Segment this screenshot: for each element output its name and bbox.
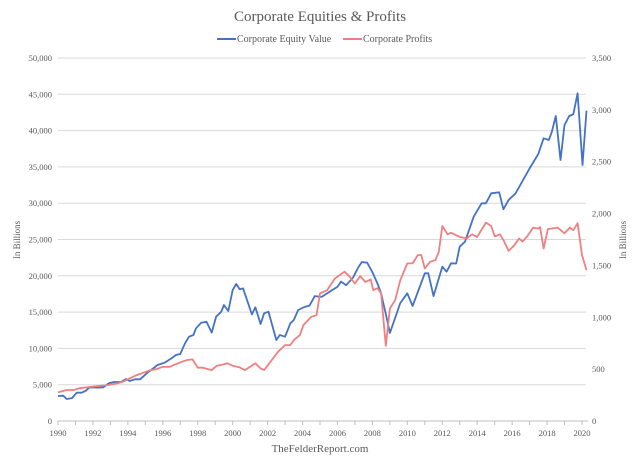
left-tick-label: 15,000: [29, 307, 52, 317]
x-tick-label: 1996: [154, 428, 171, 438]
right-tick-label: 0: [592, 416, 596, 426]
equity-value-line: [57, 92, 588, 400]
left-tick-label: 50,000: [29, 53, 52, 63]
right-tick-label: 3,500: [592, 53, 611, 63]
x-tick-label: 2014: [469, 428, 487, 438]
legend: Corporate Equity Value Corporate Profits: [217, 34, 432, 45]
left-axis-ticks: 0 5,000 10,000 15,000 20,000 25,000 30,000 35,0…: [29, 53, 52, 426]
right-tick-label: 3,000: [592, 105, 611, 115]
left-tick-label: 30,000: [29, 198, 52, 208]
x-tick-label: 2020: [574, 428, 591, 438]
gridlines: [58, 57, 588, 422]
right-tick-label: 1,500: [592, 260, 611, 270]
legend-label-profits: Corporate Profits: [363, 34, 432, 45]
x-tick-label: 2012: [434, 428, 451, 438]
left-axis-label: In Billions: [12, 220, 22, 259]
right-tick-label: 2,000: [592, 209, 611, 219]
left-tick-label: 25,000: [29, 235, 52, 245]
left-tick-label: 45,000: [29, 89, 52, 99]
x-tick-label: 2002: [259, 428, 276, 438]
left-tick-label: 40,000: [29, 126, 52, 136]
right-axis-ticks: 0 500 1,000 1,500 2,000 2,500 3,000 3,500: [592, 53, 611, 426]
legend-label-equity: Corporate Equity Value: [237, 34, 332, 45]
footer-source: TheFelderReport.com: [272, 443, 369, 455]
x-tick-label: 2018: [539, 428, 556, 438]
right-tick-label: 1,000: [592, 312, 611, 322]
left-tick-label: 0: [48, 416, 52, 426]
x-tick-label: 2010: [399, 428, 416, 438]
x-tick-label: 1998: [189, 428, 206, 438]
left-tick-label: 10,000: [29, 343, 52, 353]
x-tick-label: 2006: [329, 428, 346, 438]
x-tick-label: 1992: [84, 428, 101, 438]
right-tick-label: 2,500: [592, 157, 611, 167]
right-axis-label: In Billions: [618, 220, 628, 259]
x-tick-label: 2016: [504, 428, 521, 438]
series-lines: [57, 92, 588, 400]
x-axis-ticks: 1990 1992 1994 1996 1998 2000 2002 2004 2006 2008…: [50, 421, 591, 438]
left-tick-label: 5,000: [33, 380, 52, 390]
left-tick-label: 20,000: [29, 271, 52, 281]
x-tick-label: 2004: [294, 428, 312, 438]
chart-title: Corporate Equities & Profits: [234, 9, 406, 25]
x-tick-label: 2008: [364, 428, 381, 438]
x-tick-label: 2000: [224, 428, 241, 438]
profits-line: [57, 221, 588, 394]
right-tick-label: 500: [592, 364, 605, 374]
x-tick-label: 1990: [50, 428, 67, 438]
left-tick-label: 35,000: [29, 162, 52, 172]
x-tick-label: 1994: [119, 428, 137, 438]
